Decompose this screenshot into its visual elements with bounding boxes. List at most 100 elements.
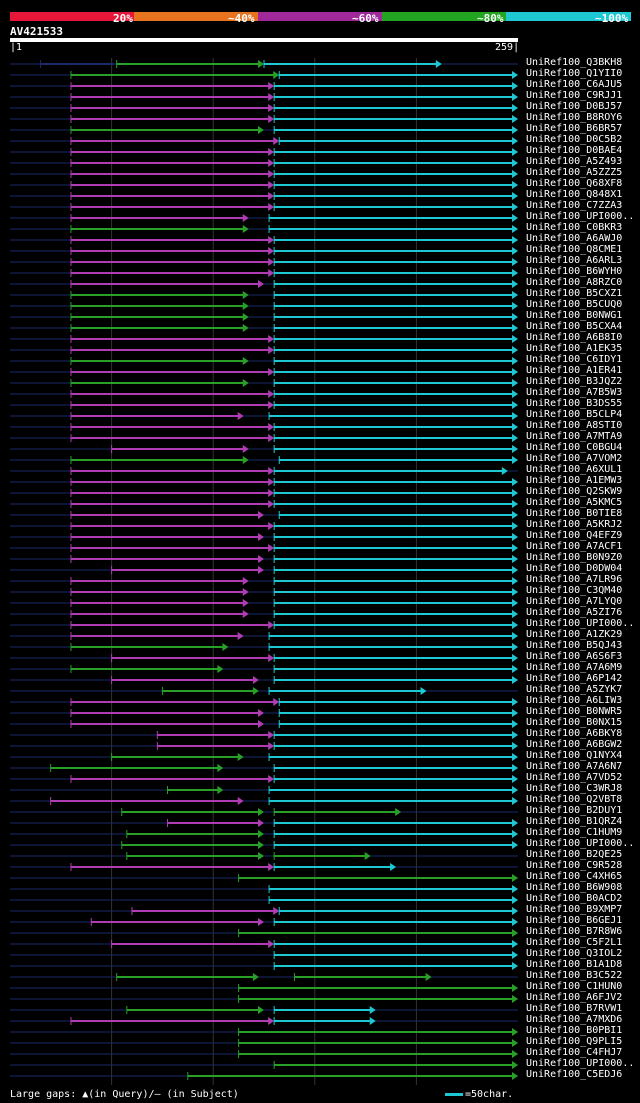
hit-row[interactable] [10, 951, 518, 959]
hit-label[interactable]: UniRef100_UPI000.. [526, 838, 635, 849]
hit-row[interactable] [10, 665, 518, 673]
hit-row[interactable] [10, 885, 518, 893]
hit-row[interactable] [10, 423, 518, 431]
hit-label[interactable]: UniRef100_C6IDY1 [526, 354, 623, 365]
hit-label[interactable]: UniRef100_Q1NYX4 [526, 750, 623, 761]
hit-row[interactable] [10, 82, 518, 90]
hit-row[interactable] [10, 1028, 518, 1036]
hit-label[interactable]: UniRef100_B3C522 [526, 970, 623, 981]
hit-row[interactable] [10, 863, 518, 871]
hit-row[interactable] [10, 720, 518, 728]
hit-row[interactable] [10, 500, 518, 508]
hit-row[interactable] [10, 896, 518, 904]
hit-row[interactable] [10, 621, 518, 629]
hit-label[interactable]: UniRef100_B0NWR5 [526, 706, 623, 717]
hit-row[interactable] [10, 478, 518, 486]
hit-label[interactable]: UniRef100_A6B8I0 [526, 332, 623, 343]
hit-row[interactable] [10, 841, 518, 849]
hit-row[interactable] [10, 214, 518, 222]
hit-label[interactable]: UniRef100_B5CXA4 [526, 321, 623, 332]
hit-label[interactable]: UniRef100_A1ER41 [526, 365, 623, 376]
hit-label[interactable]: UniRef100_Q1YII0 [526, 68, 623, 79]
hit-label[interactable]: UniRef100_Q3IOL2 [526, 948, 623, 959]
hit-row[interactable] [10, 918, 518, 926]
hit-row[interactable] [10, 60, 518, 68]
hit-row[interactable] [10, 511, 518, 519]
hit-label[interactable]: UniRef100_A6LIW3 [526, 695, 623, 706]
hit-row[interactable] [10, 357, 518, 365]
hit-row[interactable] [10, 654, 518, 662]
hit-row[interactable] [10, 115, 518, 123]
hit-label[interactable]: UniRef100_C1HUM9 [526, 827, 623, 838]
hit-label[interactable]: UniRef100_UPI000.. [526, 1058, 635, 1069]
hit-label[interactable]: UniRef100_Q8CME1 [526, 244, 623, 255]
hit-row[interactable] [10, 280, 518, 288]
hit-label[interactable]: UniRef100_C0BKR3 [526, 222, 623, 233]
hit-label[interactable]: UniRef100_Q2VBT8 [526, 794, 623, 805]
hit-label[interactable]: UniRef100_B9XMP7 [526, 904, 623, 915]
hit-row[interactable] [10, 522, 518, 530]
hit-label[interactable]: UniRef100_A7ACF1 [526, 541, 623, 552]
hit-label[interactable]: UniRef100_B5QJ43 [526, 640, 623, 651]
hit-row[interactable] [10, 159, 518, 167]
hit-label[interactable]: UniRef100_B1QRZ4 [526, 816, 623, 827]
hit-label[interactable]: UniRef100_A8RZC0 [526, 277, 623, 288]
hit-label[interactable]: UniRef100_A6BGW2 [526, 739, 623, 750]
hit-label[interactable]: UniRef100_D0BAE4 [526, 145, 623, 156]
hit-label[interactable]: UniRef100_B6WYH0 [526, 266, 623, 277]
hit-row[interactable] [10, 1039, 518, 1047]
hit-label[interactable]: UniRef100_B5CUQ0 [526, 299, 623, 310]
hit-row[interactable] [10, 566, 518, 574]
hit-row[interactable] [10, 1006, 518, 1014]
hit-label[interactable]: UniRef100_A5KRJ2 [526, 519, 623, 530]
hit-row[interactable] [10, 753, 518, 761]
hit-label[interactable]: UniRef100_UPI000.. [526, 618, 635, 629]
hit-row[interactable] [10, 302, 518, 310]
hit-label[interactable]: UniRef100_B8ROY6 [526, 112, 623, 123]
hit-row[interactable] [10, 643, 518, 651]
hit-row[interactable] [10, 412, 518, 420]
hit-row[interactable] [10, 973, 518, 981]
hit-label[interactable]: UniRef100_B0NX15 [526, 717, 623, 728]
hit-label[interactable]: UniRef100_A7MTA9 [526, 431, 623, 442]
hit-label[interactable]: UniRef100_Q4EFZ9 [526, 530, 623, 541]
hit-row[interactable] [10, 456, 518, 464]
hit-row[interactable] [10, 1050, 518, 1058]
hit-row[interactable] [10, 368, 518, 376]
hit-row[interactable] [10, 995, 518, 1003]
hit-label[interactable]: UniRef100_A5KMC5 [526, 497, 623, 508]
hit-row[interactable] [10, 225, 518, 233]
hit-row[interactable] [10, 577, 518, 585]
hit-label[interactable]: UniRef100_B7RVW1 [526, 1003, 623, 1014]
hit-row[interactable] [10, 104, 518, 112]
hit-label[interactable]: UniRef100_B0N9Z0 [526, 552, 623, 563]
hit-row[interactable] [10, 236, 518, 244]
hit-row[interactable] [10, 346, 518, 354]
hit-label[interactable]: UniRef100_B0NWG1 [526, 310, 623, 321]
hit-row[interactable] [10, 874, 518, 882]
hit-label[interactable]: UniRef100_C4XH65 [526, 871, 623, 882]
hit-row[interactable] [10, 797, 518, 805]
hit-row[interactable] [10, 434, 518, 442]
hit-label[interactable]: UniRef100_A6XUL1 [526, 464, 623, 475]
hit-row[interactable] [10, 962, 518, 970]
hit-row[interactable] [10, 467, 518, 475]
hit-label[interactable]: UniRef100_B0PBI1 [526, 1025, 623, 1036]
hit-row[interactable] [10, 291, 518, 299]
hit-row[interactable] [10, 181, 518, 189]
hit-label[interactable]: UniRef100_C9R528 [526, 860, 623, 871]
hit-row[interactable] [10, 148, 518, 156]
hit-label[interactable]: UniRef100_C0BGU4 [526, 442, 623, 453]
hit-row[interactable] [10, 676, 518, 684]
hit-label[interactable]: UniRef100_B3JQZ2 [526, 376, 623, 387]
hit-row[interactable] [10, 445, 518, 453]
hit-row[interactable] [10, 401, 518, 409]
hit-label[interactable]: UniRef100_A7VD52 [526, 772, 623, 783]
hit-label[interactable]: UniRef100_Q3BKH8 [526, 57, 623, 68]
hit-label[interactable]: UniRef100_Q2SKW9 [526, 486, 623, 497]
hit-row[interactable] [10, 632, 518, 640]
hit-row[interactable] [10, 533, 518, 541]
hit-row[interactable] [10, 742, 518, 750]
hit-row[interactable] [10, 819, 518, 827]
hit-label[interactable]: UniRef100_A5ZYK7 [526, 684, 623, 695]
